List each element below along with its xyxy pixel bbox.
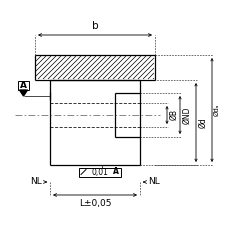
Bar [18,81,29,90]
Text: ØND: ØND [182,106,191,124]
Text: Ød: Ød [198,117,207,128]
Text: NL: NL [30,178,42,186]
Polygon shape [20,90,28,96]
Text: Ødₐ: Ødₐ [214,104,220,116]
Text: A: A [20,81,27,90]
Text: 0,01: 0,01 [92,168,108,176]
Bar [79,168,121,176]
Text: NL: NL [148,178,160,186]
Text: ØB: ØB [169,110,178,120]
Text: b: b [92,21,98,31]
Text: L±0,05: L±0,05 [79,199,111,208]
Text: A: A [113,168,119,176]
